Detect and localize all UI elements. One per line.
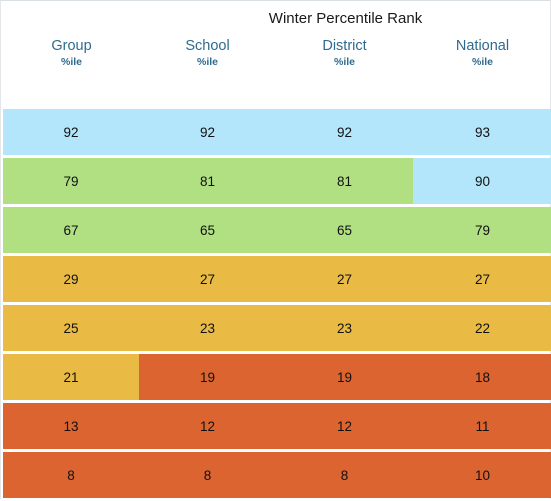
column-header-unit: %ile [333,56,355,68]
cell-national-percentile: 27 [413,256,551,302]
cell-school-percentile: 19 [139,354,276,400]
cell-national-percentile: 93 [413,109,551,155]
cell-national-percentile: 11 [413,403,551,449]
table-row: 92 92 92 93 [3,109,551,155]
cell-school-percentile: 12 [139,403,276,449]
cell-group-percentile: 67 [3,207,139,253]
table-row: 21 19 19 18 [3,354,551,400]
column-header-unit: %ile [196,56,218,68]
cell-group-percentile: 21 [3,354,139,400]
cell-national-percentile: 90 [413,158,551,204]
table-row: 29 27 27 27 [3,256,551,302]
column-header-label: School [185,38,230,54]
column-header-unit: %ile [471,56,493,68]
column-header-unit: %ile [60,56,82,68]
table-row: 8 8 8 10 [3,452,551,498]
cell-group-percentile: 13 [3,403,139,449]
cell-district-percentile: 27 [276,256,413,302]
cell-district-percentile: 23 [276,305,413,351]
cell-group-percentile: 29 [3,256,139,302]
table-row: 25 23 23 22 [3,305,551,351]
cell-district-percentile: 81 [276,158,413,204]
table-row: 67 65 65 79 [3,207,551,253]
column-header-label: National [455,38,510,54]
cell-district-percentile: 65 [276,207,413,253]
column-header-national: National %ile [414,38,551,68]
cell-group-percentile: 8 [3,452,139,498]
cell-school-percentile: 65 [139,207,276,253]
cell-district-percentile: 12 [276,403,413,449]
cell-national-percentile: 79 [413,207,551,253]
table-row: 13 12 12 11 [3,403,551,449]
cell-group-percentile: 25 [3,305,139,351]
cell-school-percentile: 8 [139,452,276,498]
column-header-group: Group %ile [3,38,140,68]
cell-school-percentile: 92 [139,109,276,155]
column-header-district: District %ile [276,38,413,68]
cell-national-percentile: 22 [413,305,551,351]
cell-school-percentile: 81 [139,158,276,204]
cell-district-percentile: 8 [276,452,413,498]
cell-national-percentile: 10 [413,452,551,498]
column-header-school: School %ile [139,38,276,68]
cell-district-percentile: 92 [276,109,413,155]
column-header-label: District [322,38,367,54]
cell-group-percentile: 79 [3,158,139,204]
table-body: 92 92 92 93 79 81 81 90 67 65 65 79 29 27 27 27 25 23 23 22… [3,109,551,501]
table-row: 79 81 81 90 [3,158,551,204]
column-header-label: Group [51,38,92,54]
cell-school-percentile: 23 [139,305,276,351]
table-title: Winter Percentile Rank [268,10,423,27]
cell-national-percentile: 18 [413,354,551,400]
cell-school-percentile: 27 [139,256,276,302]
cell-group-percentile: 92 [3,109,139,155]
cell-district-percentile: 19 [276,354,413,400]
